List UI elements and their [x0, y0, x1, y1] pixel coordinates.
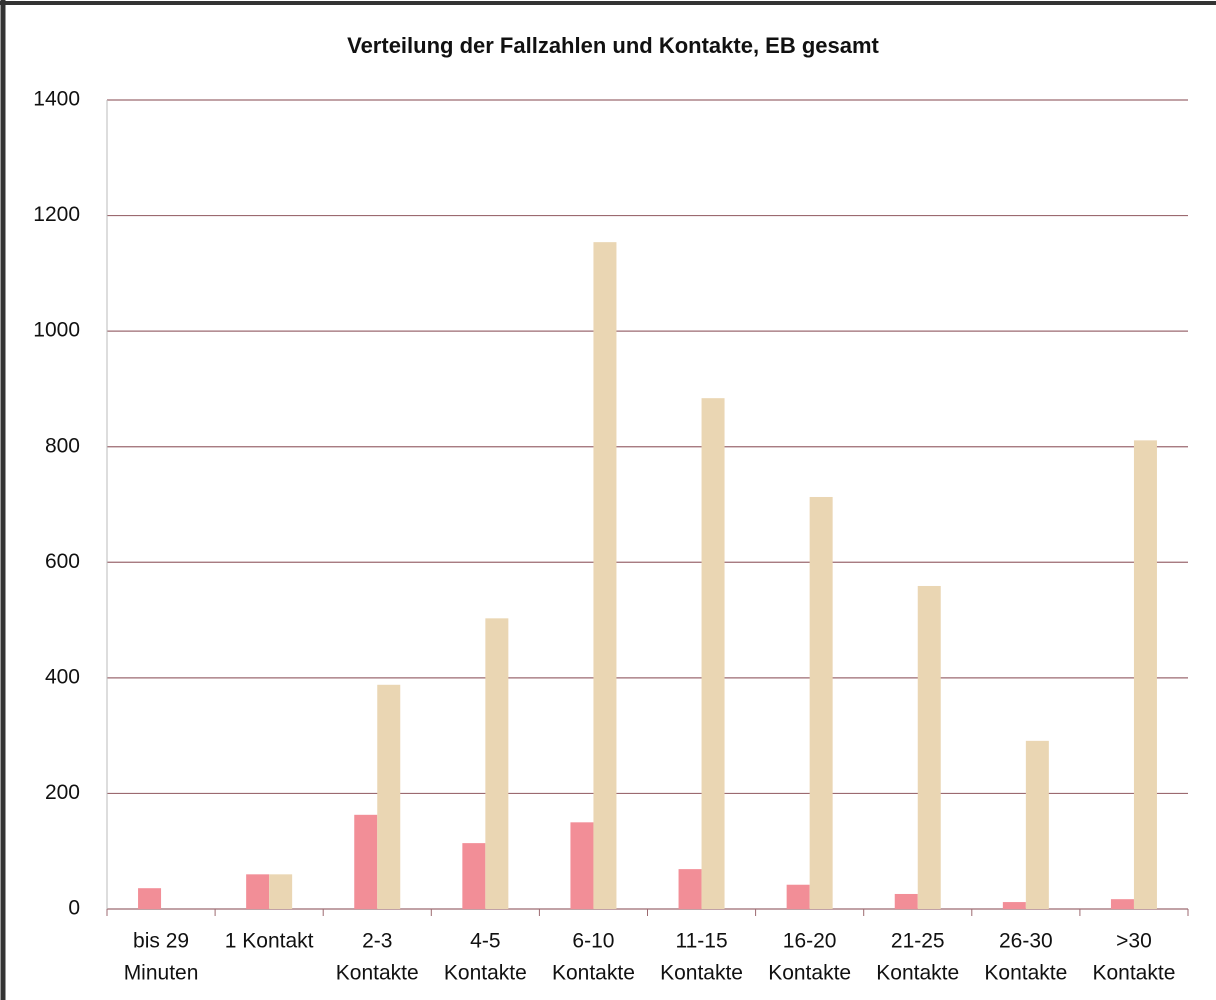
x-tick-label: Minuten	[124, 962, 199, 985]
y-tick-label: 1400	[33, 88, 80, 111]
bar	[678, 869, 702, 909]
x-tick-label: 11-15	[675, 930, 727, 953]
bar	[354, 814, 378, 909]
bar	[809, 496, 833, 909]
x-tick-label: Kontakte	[1092, 962, 1175, 985]
x-tick-label: Kontakte	[336, 962, 419, 985]
y-tick-label: 200	[45, 781, 80, 804]
bar	[786, 884, 810, 909]
bar	[1025, 740, 1049, 909]
bar	[1002, 902, 1026, 909]
y-tick-label: 1200	[33, 203, 80, 226]
y-tick-label: 400	[45, 665, 80, 688]
x-tick-label: 4-5	[470, 930, 500, 953]
bar	[485, 618, 509, 909]
y-tick-label: 600	[45, 550, 80, 573]
bar	[570, 822, 594, 909]
x-tick-label: >30	[1116, 930, 1152, 953]
x-tick-label: Kontakte	[984, 962, 1067, 985]
bar	[462, 843, 486, 909]
x-tick-label: bis 29	[133, 930, 189, 953]
y-tick-label: 1000	[33, 319, 80, 342]
x-tick-label: 16-20	[783, 930, 837, 953]
x-tick-label: Kontakte	[876, 962, 959, 985]
bar	[269, 874, 293, 909]
bar	[593, 242, 617, 910]
bar	[377, 684, 401, 909]
chart-title: Verteilung der Fallzahlen und Kontakte, …	[347, 33, 879, 58]
x-tick-label: 2-3	[362, 930, 392, 953]
bar	[894, 893, 918, 909]
x-tick-label: 1 Kontakt	[225, 930, 314, 953]
x-tick-label: 26-30	[999, 930, 1053, 953]
bar	[1133, 440, 1157, 909]
bar	[138, 888, 162, 909]
y-tick-label: 0	[68, 897, 80, 920]
bar	[917, 585, 941, 909]
x-tick-label: Kontakte	[552, 962, 635, 985]
x-tick-label: Kontakte	[444, 962, 527, 985]
x-tick-label: 21-25	[891, 930, 945, 953]
x-tick-label: Kontakte	[660, 962, 743, 985]
bar	[1110, 899, 1134, 909]
x-tick-label: 6-10	[572, 930, 614, 953]
y-tick-label: 800	[45, 434, 80, 457]
x-tick-label: Kontakte	[768, 962, 851, 985]
bar	[246, 874, 270, 909]
bar	[701, 398, 725, 909]
